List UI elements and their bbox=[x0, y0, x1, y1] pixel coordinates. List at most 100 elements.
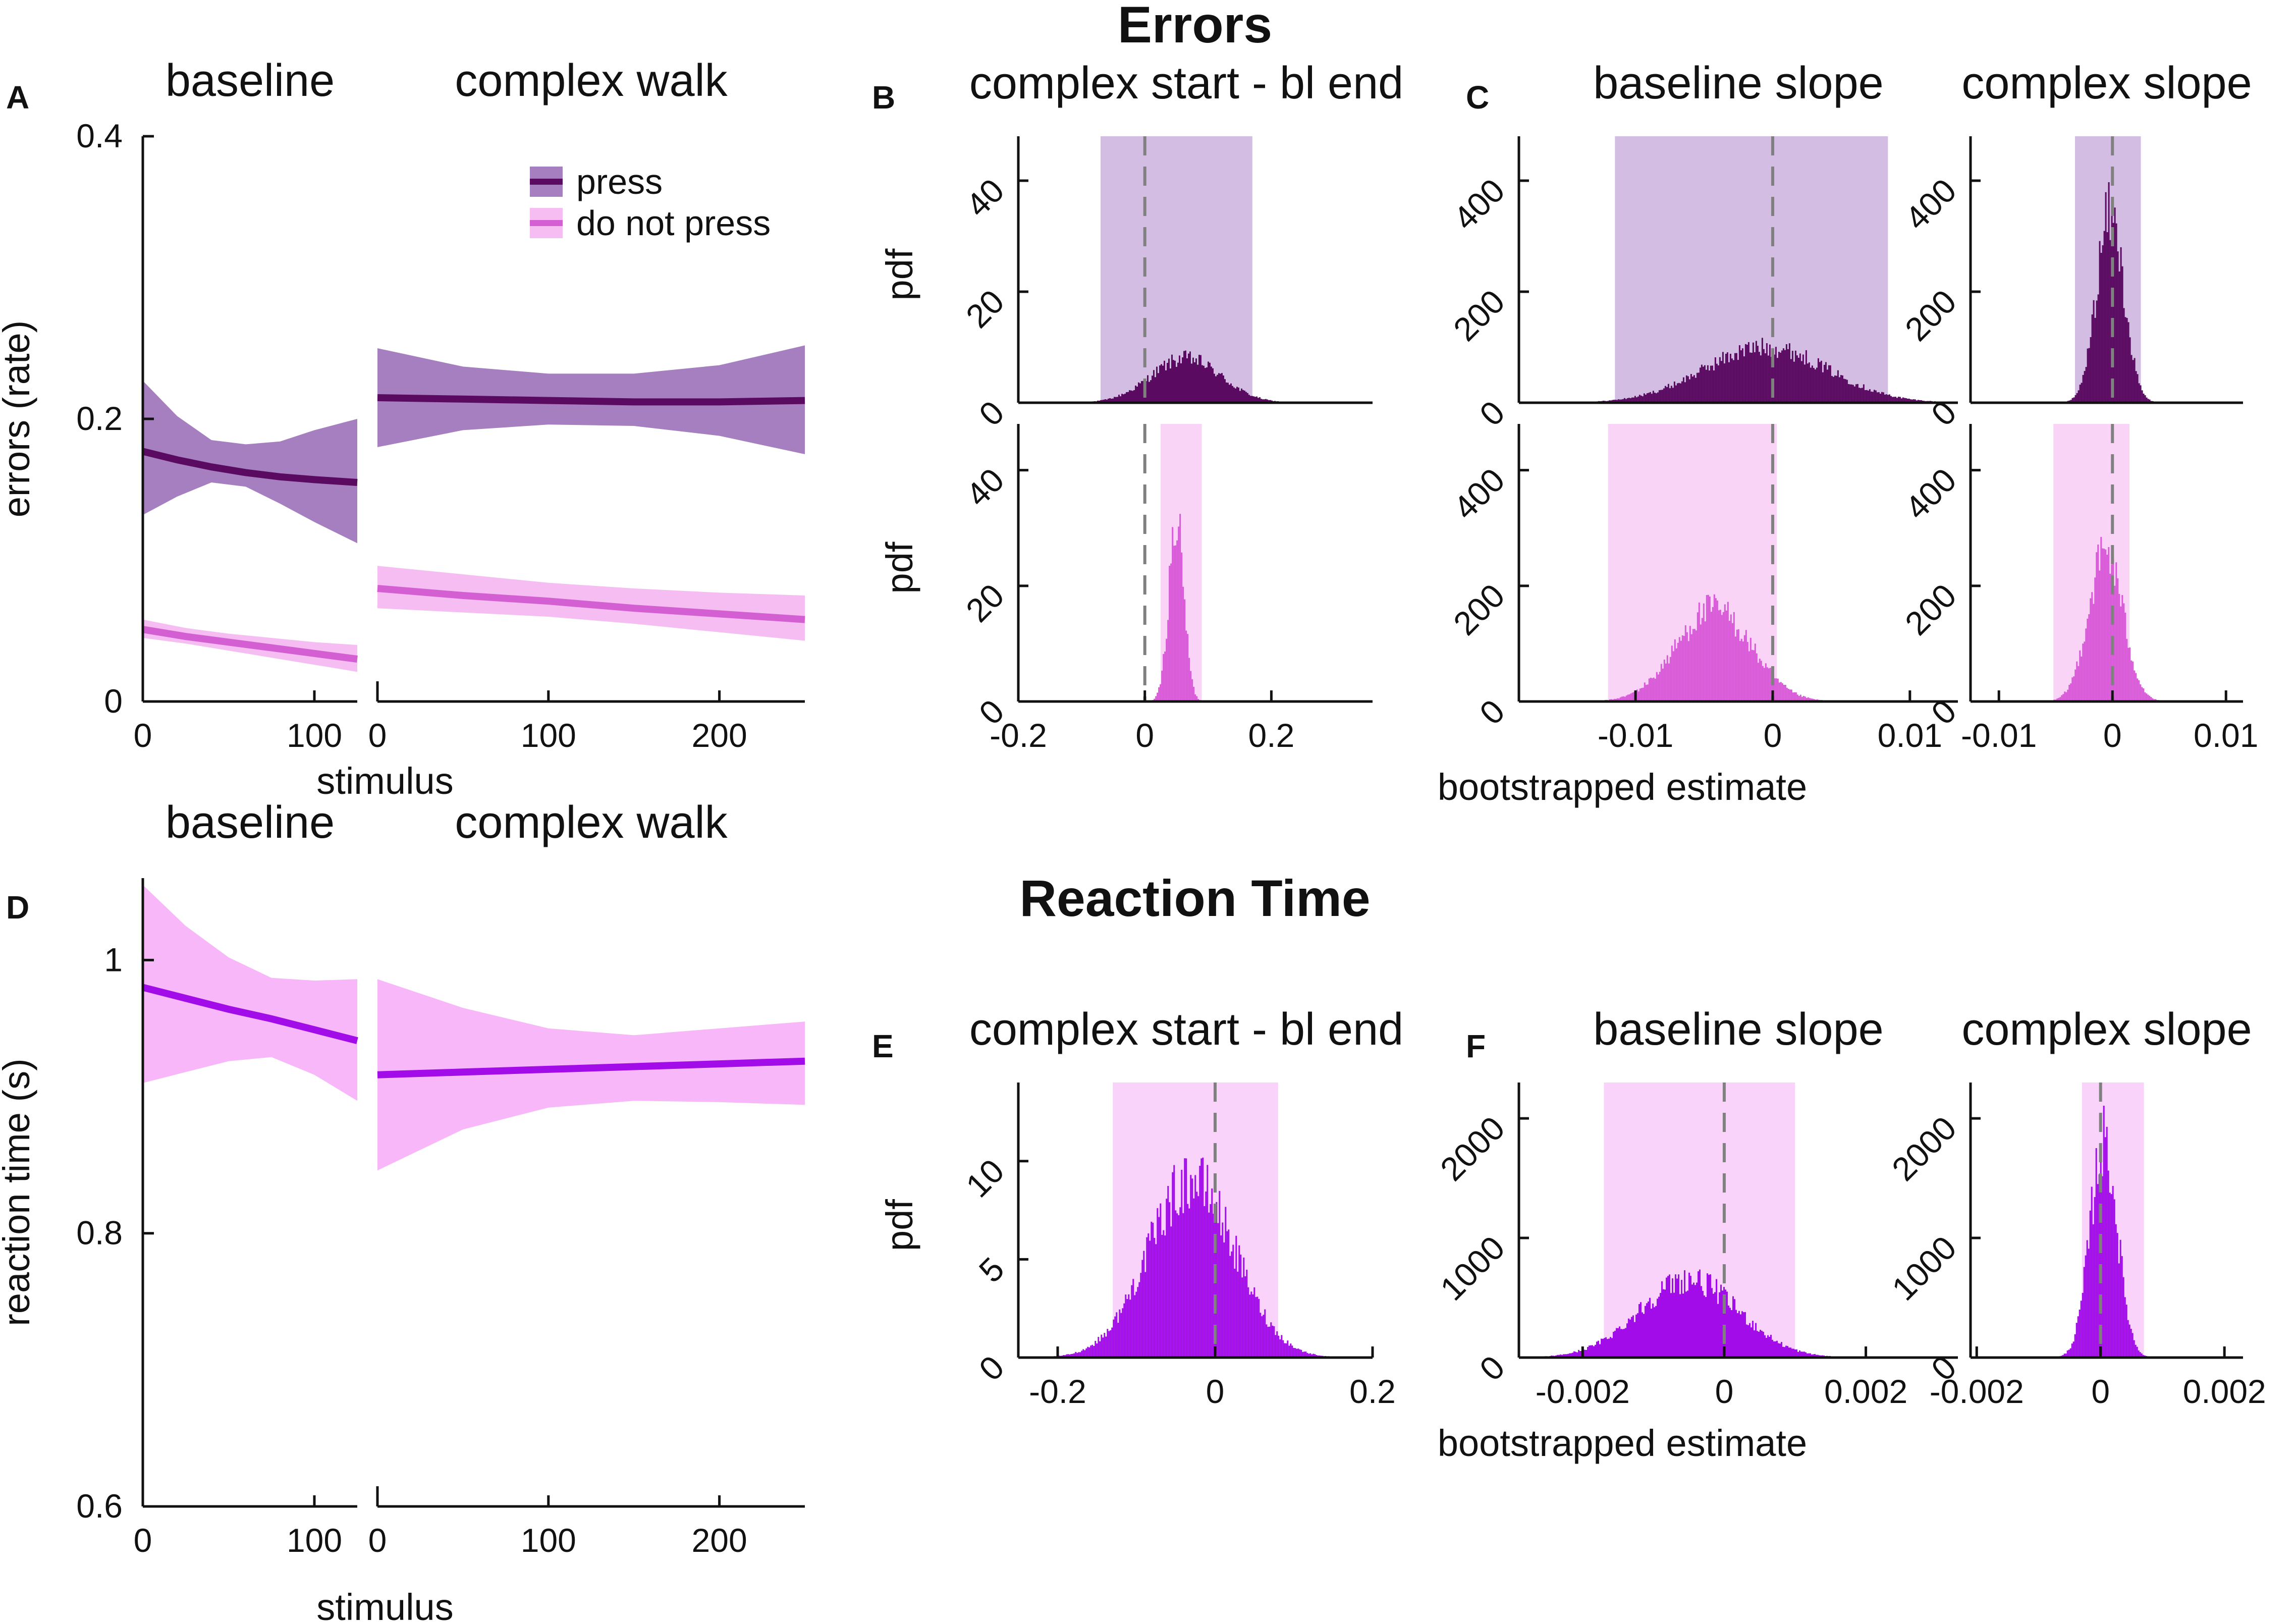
c-left-press-histogram-bar bbox=[1838, 377, 1840, 403]
e-reaction-time-histogram-bar bbox=[1288, 1345, 1290, 1358]
f-right-reaction-time-histogram-bar bbox=[2072, 1341, 2074, 1358]
c-right-press-histogram-bar bbox=[2135, 371, 2137, 403]
b-press-histogram-bar bbox=[1138, 382, 1139, 403]
e-reaction-time-histogram-bar bbox=[1104, 1333, 1106, 1358]
c-right-press-histogram-bar bbox=[2140, 385, 2142, 403]
c-left-press-histogram-bar bbox=[1626, 398, 1628, 403]
f-left-x-axis-label: bootstrapped estimate bbox=[1438, 1422, 1807, 1464]
c-left-press-histogram-bar bbox=[1738, 345, 1740, 403]
f-left-reaction-time-histogram-bar bbox=[1808, 1353, 1810, 1358]
e-reaction-time-histogram-bar bbox=[1172, 1172, 1174, 1358]
b-press-histogram-bar bbox=[1126, 392, 1127, 403]
b-do-not-press-histogram-bar bbox=[1196, 696, 1198, 701]
c-left-press-histogram-bar bbox=[1885, 394, 1887, 403]
b-press-histogram-bar bbox=[1158, 373, 1159, 403]
c-left-do-not-press-histogram-bar bbox=[1698, 602, 1700, 701]
f-right-reaction-time-histogram-bar bbox=[2075, 1323, 2078, 1358]
b-press-histogram-bar bbox=[1123, 394, 1124, 403]
f-left-reaction-time-histogram-bar bbox=[1652, 1303, 1654, 1358]
e-reaction-time-histogram-bar bbox=[1250, 1291, 1252, 1358]
b-press-histogram bbox=[1091, 350, 1280, 403]
e-reaction-time-histogram-bar bbox=[1176, 1213, 1178, 1358]
c-left-do-not-press-histogram-bar bbox=[1731, 623, 1733, 701]
c-right-press-histogram-bar bbox=[2124, 317, 2126, 403]
f-left-reaction-time-histogram-bar bbox=[1607, 1339, 1608, 1358]
e-reaction-time-histogram-bar bbox=[1204, 1206, 1206, 1358]
f-right-reaction-time-histogram-bar bbox=[2082, 1292, 2084, 1358]
f-left-reaction-time-histogram bbox=[1543, 1269, 1832, 1358]
c-left-do-not-press-histogram-bar bbox=[1625, 695, 1627, 701]
c-left-press-histogram-bar bbox=[1869, 389, 1871, 403]
f-left-reaction-time-histogram-bar bbox=[1713, 1293, 1714, 1358]
c-left-press-histogram-bar bbox=[1684, 382, 1686, 403]
f-left-reaction-time-histogram-bar bbox=[1567, 1354, 1569, 1358]
a-fit-line-do-not-press-baseline bbox=[142, 626, 358, 663]
e-x-tick-label: -0.2 bbox=[1029, 1373, 1086, 1410]
c-left-do-not-press-histogram-bar bbox=[1748, 651, 1750, 701]
c-left-do-not-press-histogram-bar bbox=[1637, 691, 1639, 701]
e-reaction-time-histogram-bar bbox=[1144, 1272, 1146, 1358]
c-right-do-not-press-histogram-bar bbox=[2085, 628, 2087, 701]
b-press-histogram-bar bbox=[1224, 379, 1226, 403]
f-right-reaction-time-histogram-bar bbox=[2119, 1239, 2121, 1358]
c-left-do-not-press-histogram-bar bbox=[1721, 615, 1723, 701]
c-left-press-histogram-bar bbox=[1649, 392, 1651, 403]
f-right-reaction-time-histogram-bar bbox=[2092, 1224, 2094, 1358]
c-left-press-histogram-bar bbox=[1657, 392, 1659, 403]
f-left-reaction-time-histogram-bar bbox=[1725, 1289, 1726, 1358]
f-left-reaction-time-histogram-bar bbox=[1755, 1323, 1757, 1358]
b-press-histogram-bar bbox=[1223, 375, 1224, 403]
c-left-do-not-press-histogram-bar bbox=[1742, 641, 1744, 701]
b-press-histogram-bar bbox=[1105, 399, 1106, 403]
c-left-do-not-press-histogram-bar bbox=[1769, 668, 1771, 701]
c-left-do-not-press-histogram-bar bbox=[1678, 637, 1680, 701]
b-press-histogram-bar bbox=[1212, 368, 1214, 403]
c-left-do-not-press-histogram-bar bbox=[1796, 694, 1798, 701]
f-left-reaction-time-histogram-bar bbox=[1645, 1306, 1646, 1358]
d-ci-band-reaction-time-complex-walk bbox=[377, 979, 805, 1171]
f-left-reaction-time-histogram-bar bbox=[1746, 1324, 1747, 1358]
c-left-press-histogram-bar bbox=[1726, 352, 1728, 403]
c-left-x-tick-label: 0.01 bbox=[1878, 717, 1942, 754]
f-right-reaction-time-histogram-bar bbox=[2069, 1348, 2071, 1358]
c-left-do-not-press-histogram-bar bbox=[1654, 678, 1656, 701]
e-reaction-time-histogram-bar bbox=[1264, 1309, 1266, 1358]
f-left-reaction-time-histogram-bar bbox=[1599, 1344, 1601, 1358]
c-right-press-histogram-bar bbox=[2087, 348, 2089, 403]
c-left-press-histogram-bar bbox=[1834, 375, 1836, 403]
b-press-histogram-bar bbox=[1214, 373, 1215, 403]
f-left-reaction-time-histogram-bar bbox=[1817, 1355, 1819, 1358]
b-press-histogram-bar bbox=[1183, 351, 1185, 403]
e-reaction-time-histogram-bar bbox=[1081, 1350, 1083, 1358]
c-right-press-histogram-bar bbox=[2090, 337, 2092, 403]
f-left-reaction-time-histogram-bar bbox=[1628, 1318, 1629, 1358]
f-left-reaction-time-histogram-bar bbox=[1772, 1339, 1773, 1358]
f-left-reaction-time-histogram-bar bbox=[1690, 1276, 1691, 1358]
e-reaction-time-histogram-bar bbox=[1128, 1294, 1130, 1358]
c-left-do-not-press-histogram-bar bbox=[1718, 610, 1720, 701]
c-left-do-not-press-histogram-bar bbox=[1712, 607, 1714, 701]
c-left-press-histogram-bar bbox=[1666, 387, 1668, 403]
f-left-reaction-time-histogram-bar bbox=[1572, 1353, 1573, 1358]
c-left-press-histogram-bar bbox=[1788, 343, 1790, 403]
c-left-do-not-press-histogram-bar bbox=[1730, 614, 1732, 701]
f-right-reaction-time-histogram-bar bbox=[2113, 1199, 2115, 1358]
c-right-do-not-press-histogram-bar bbox=[2134, 670, 2136, 701]
c-left-press-histogram-bar bbox=[1825, 362, 1827, 403]
e-reaction-time-histogram-bar bbox=[1241, 1277, 1243, 1358]
b-press-histogram-bar bbox=[1161, 364, 1162, 403]
c-left-press-histogram-bar bbox=[1819, 362, 1821, 403]
f-right-reaction-time-histogram-bar bbox=[2125, 1305, 2127, 1358]
e-reaction-time-histogram-bar bbox=[1305, 1351, 1307, 1358]
e-reaction-time-histogram-bar bbox=[1314, 1354, 1316, 1358]
e-reaction-time-histogram-bar bbox=[1107, 1329, 1109, 1358]
c-left-do-not-press-histogram-bar bbox=[1641, 688, 1643, 701]
b-press-histogram-bar bbox=[1142, 381, 1144, 403]
e-reaction-time-histogram-bar bbox=[1197, 1196, 1199, 1358]
c-left-do-not-press-histogram-bar bbox=[1704, 621, 1706, 701]
c-left-do-not-press-histogram-bar bbox=[1756, 653, 1758, 701]
c-left-press-histogram-bar bbox=[1661, 390, 1663, 403]
f-right-reaction-time-histogram-bar bbox=[2071, 1343, 2073, 1358]
c-left-press-histogram-bar bbox=[1691, 376, 1693, 403]
b-do-not-press-histogram-bar bbox=[1163, 654, 1165, 701]
